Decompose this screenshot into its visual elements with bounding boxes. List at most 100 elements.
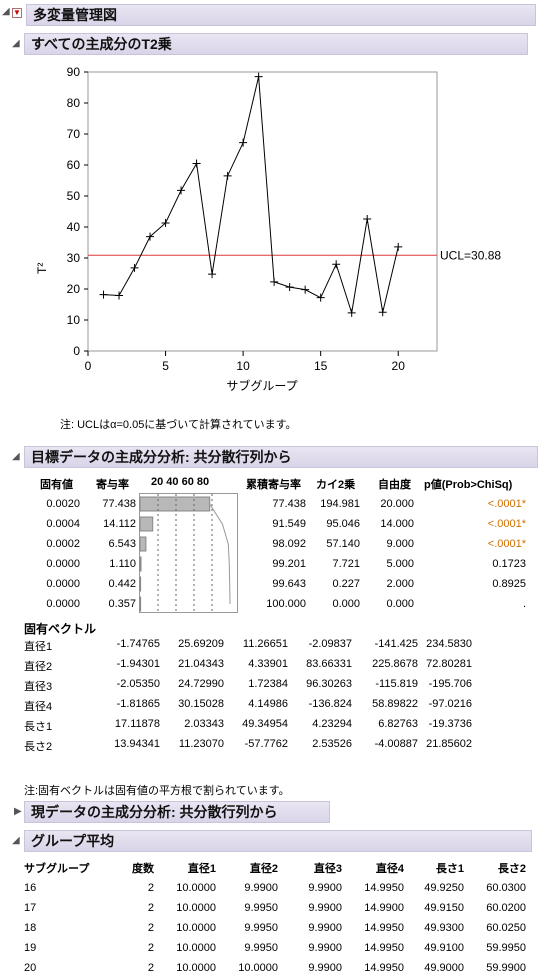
t2-point (270, 277, 279, 286)
percent-bar-chart (139, 493, 238, 613)
eigenvector-cell: -115.819 (375, 678, 418, 690)
group-mean-col-header: 直径3 (313, 863, 342, 875)
group-mean-col-header: 度数 (132, 863, 154, 875)
group-mean-cell: 9.9950 (244, 922, 278, 934)
y-tick-label: 60 (67, 158, 81, 172)
eigenvector-cell: -141.425 (374, 638, 418, 650)
y-axis-label: T² (35, 263, 49, 274)
eigenvector-cell: -136.824 (308, 698, 352, 710)
eigenvector-cell: 6.82763 (378, 718, 418, 730)
group-mean-cell: 9.9900 (244, 882, 278, 894)
pca-cell-pct: 14.112 (103, 518, 136, 530)
group-mean-cell: 60.0300 (486, 882, 526, 894)
eigenvector-row-label: 直径2 (24, 661, 53, 673)
eigenvector-row-label: 長さ1 (24, 721, 53, 733)
eigenvector-cell: -97.0216 (428, 698, 472, 710)
t2-point (192, 159, 201, 168)
y-tick-label: 70 (67, 127, 81, 141)
t2-point (285, 283, 294, 292)
t2-chart: 0 10 20 30 40 50 60 70 80 90 0 5 10 15 20 UCL=30.88 T… (35, 65, 501, 393)
t2-point (316, 293, 325, 302)
eigenvector-row-label: 直径4 (24, 701, 53, 713)
pca-cell-df: 5.000 (386, 558, 414, 570)
pca-cell-df: 0.000 (386, 598, 414, 610)
col-header-cum-percent: 累積寄与率 (246, 479, 301, 491)
disclosure-open-icon[interactable]: ◢ (12, 835, 20, 846)
group-mean-cell: 10.0000 (238, 962, 278, 974)
group-mean-col-header: 直径2 (249, 863, 278, 875)
pca-target-header[interactable]: 目標データの主成分分析: 共分散行列から (24, 446, 538, 468)
percent-bar (139, 556, 142, 572)
eigenvector-cell: 4.33901 (248, 658, 288, 670)
group-mean-cell: 9.9950 (244, 902, 278, 914)
y-tick-label: 0 (73, 344, 80, 358)
eigenvector-cell: 30.15028 (178, 698, 224, 710)
pca-current-header[interactable]: 現データの主成分分析: 共分散行列から (24, 801, 330, 823)
ucl-note: 注: UCLはα=0.05に基づいて計算されています。 (60, 419, 297, 431)
col-header-bar-scale: 20 40 60 80 (151, 476, 210, 488)
pca-cell-p: <.0001* (487, 538, 526, 550)
t2-point (161, 218, 170, 227)
group-mean-cell: 9.9950 (244, 942, 278, 954)
red-triangle-menu-icon[interactable]: ▼ (12, 8, 22, 18)
eigenvector-cell: -4.00887 (374, 738, 418, 750)
pca-cell-cum: 91.549 (272, 518, 306, 530)
pca-cell-chi: 95.046 (326, 518, 360, 530)
group-mean-cell: 60.0250 (486, 922, 526, 934)
group-mean-cell: 2 (147, 962, 154, 974)
disclosure-open-icon[interactable]: ◢ (12, 451, 20, 462)
y-tick-label: 30 (67, 251, 81, 265)
t2-point (254, 72, 263, 81)
y-tick-label: 10 (67, 313, 81, 327)
group-mean-cell: 9.9900 (308, 902, 342, 914)
group-mean-header[interactable]: グループ平均 (24, 830, 532, 852)
eigenvector-title: 固有ベクトル (24, 622, 97, 636)
group-mean-cell: 10.0000 (176, 882, 216, 894)
eigenvector-cell: -57.7762 (244, 738, 288, 750)
y-tick-label: 90 (67, 65, 81, 79)
pca-cell-chi: 0.000 (332, 598, 360, 610)
t2-series-line (103, 76, 399, 314)
t2-point (130, 263, 139, 272)
eigenvector-cell: 11.26651 (242, 638, 288, 650)
eigenvector-cell: 234.5830 (426, 638, 472, 650)
col-header-df: 自由度 (378, 479, 411, 491)
group-mean-col-header: 直径1 (187, 863, 216, 875)
eigenvector-cell: 1.72384 (248, 678, 288, 690)
x-axis-label: サブグループ (226, 378, 297, 393)
eigenvector-row-label: 直径3 (24, 681, 53, 693)
eigenvector-cell: -2.09837 (308, 638, 352, 650)
group-mean-row-label: 19 (24, 942, 37, 954)
pca-cell-pct: 0.442 (108, 578, 136, 590)
group-mean-cell: 14.9900 (364, 902, 404, 914)
group-mean-cell: 14.9950 (364, 882, 404, 894)
eigenvector-cell: 24.72990 (178, 678, 224, 690)
eigenvector-cell: 21.04343 (178, 658, 224, 670)
pca-cell-chi: 194.981 (320, 498, 360, 510)
x-tick-label: 15 (314, 359, 328, 373)
pca-cell-cum: 77.438 (272, 498, 306, 510)
percent-bar (139, 536, 147, 552)
disclosure-open-icon[interactable]: ◢ (12, 38, 20, 49)
t2-section-header[interactable]: すべての主成分のT2乗 (24, 33, 528, 55)
x-tick-label: 5 (162, 359, 169, 373)
eigenvector-cell: 96.30263 (306, 678, 352, 690)
col-header-chisq: カイ2乗 (316, 479, 356, 491)
eigenvector-cell: 2.53526 (312, 738, 352, 750)
col-header-eigenvalue: 固有値 (40, 479, 73, 491)
t2-point (146, 232, 155, 241)
pca-cell-p: . (522, 598, 526, 610)
group-mean-cell: 49.9150 (424, 902, 464, 914)
eigenvector-cell: 225.8678 (372, 658, 418, 670)
pca-cell-pct: 1.110 (109, 558, 136, 570)
disclosure-closed-icon[interactable]: ▶ (14, 806, 22, 817)
disclosure-open-icon[interactable]: ◢ (2, 6, 10, 17)
cumulative-curve (209, 503, 231, 605)
eigenvector-cell: -19.3736 (428, 718, 472, 730)
eigenvector-row-label: 長さ2 (24, 741, 53, 753)
x-tick-label: 10 (236, 359, 250, 373)
group-mean-cell: 9.9900 (308, 942, 342, 954)
col-header-pvalue: p値(Prob>ChiSq) (424, 479, 513, 491)
y-tick-label: 40 (67, 220, 81, 234)
x-tick-label: 0 (85, 359, 92, 373)
